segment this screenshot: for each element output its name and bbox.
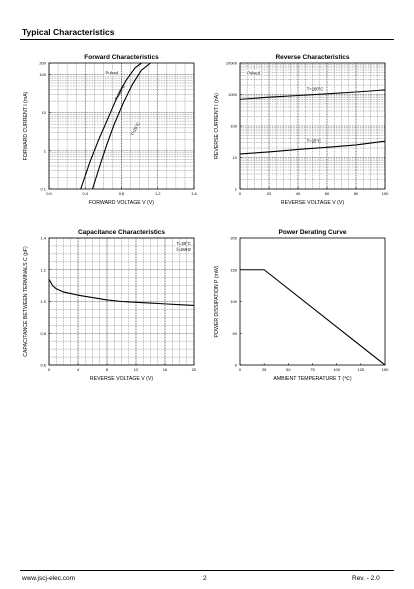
derating-xtick-label: 50 [286, 367, 291, 372]
reverse-ytick-label: 10000 [226, 61, 238, 66]
forward-xtick-label: 1.2 [155, 191, 161, 196]
forward-xlabel: FORWARD VOLTAGE V (V) [89, 200, 154, 206]
reverse-xtick-label: 80 [354, 191, 359, 196]
capacitance-ytick-label: 1.4 [40, 236, 46, 241]
footer-website[interactable]: www.jscj-elec.com [22, 575, 76, 582]
derating-ytick-label: 100 [230, 299, 237, 304]
reverse-ytick-label: 1000 [228, 92, 238, 97]
derating-xlabel: AMBIENT TEMPERATURE T (℃) [273, 376, 352, 382]
reverse-series-label-2: T=25°C [307, 138, 321, 143]
reverse-ytick-label: 1 [235, 187, 238, 192]
reverse-series-line-2 [239, 140, 386, 155]
derating-ytick-label: 200 [230, 236, 237, 241]
forward-xtick-label: 0.0 [46, 191, 52, 196]
capacitance-ytick-label: 1.2 [40, 267, 46, 272]
capacitance-ytick-label: 1.0 [40, 299, 46, 304]
derating-xtick-label: 25 [262, 367, 267, 372]
capacitance-xtick-label: 0 [48, 367, 51, 372]
derating-xtick-label: 75 [310, 367, 315, 372]
reverse-pulsed-note: Pulsed [247, 70, 260, 75]
derating-ytick-label: 50 [233, 331, 238, 336]
footer-divider [20, 570, 394, 571]
footer-revision: Rev. - 2.0 [352, 575, 380, 582]
capacitance-xtick-label: 16 [163, 367, 168, 372]
derating-xtick-label: 125 [357, 367, 364, 372]
capacitance-xlabel: REVERSE VOLTAGE V (V) [90, 376, 153, 382]
reverse-xtick-label: 40 [296, 191, 301, 196]
capacitance-series-line-1 [48, 278, 195, 307]
forward-pulsed-note: Pulsed [106, 70, 119, 75]
capacitance-xtick-label: 4 [77, 367, 80, 372]
capacitance-xtick-label: 20 [192, 367, 197, 372]
forward-ytick-label: 200 [39, 61, 46, 66]
derating-plot-frame [239, 237, 386, 366]
reverse-series-line-1 [239, 89, 386, 100]
reverse-xtick-label: 60 [325, 191, 330, 196]
forward-ylabel: FORWARD CURRENT I (mA) [23, 91, 29, 160]
forward-series-line-2 [91, 62, 151, 190]
forward-ytick-label: 100 [39, 72, 46, 77]
forward-ytick-label: 0.1 [40, 187, 46, 192]
reverse-xtick-label: 20 [267, 191, 272, 196]
derating-series-line-1 [240, 269, 386, 366]
capacitance-xtick-label: 12 [134, 367, 139, 372]
forward-xtick-label: 1.6 [191, 191, 197, 196]
capacitance-annotation-2: f=1MHz [176, 247, 191, 252]
reverse-ytick-label: 10 [233, 155, 238, 160]
header-divider [20, 39, 394, 40]
footer-page-number: 2 [203, 575, 207, 582]
forward-ytick-label: 10 [42, 110, 47, 115]
capacitance-ylabel: CAPACITANCE BETWEEN TERMINALS C (pF) [23, 246, 29, 357]
derating-ylabel: POWER DISSIPATION P (mW) [214, 265, 220, 337]
reverse-xtick-label: 100 [382, 191, 389, 196]
forward-series-label-1: T=100°C [114, 84, 126, 101]
derating-title: Power Derating Curve [279, 229, 347, 236]
reverse-xlabel: REVERSE VOLTAGE V (V) [281, 200, 344, 206]
capacitance-xtick-label: 8 [106, 367, 109, 372]
capacitance-ytick-label: 0.8 [40, 331, 46, 336]
forward-xtick-label: 0.8 [119, 191, 125, 196]
derating-ytick-label: 0 [235, 363, 238, 368]
reverse-ytick-label: 100 [230, 124, 237, 129]
reverse-ylabel: REVERSE CURRENT I (nA) [214, 93, 220, 159]
derating-xtick-label: 100 [333, 367, 340, 372]
forward-note-bg [104, 69, 120, 76]
forward-ytick-label: 1 [44, 148, 47, 153]
reverse-note-bg [246, 69, 262, 76]
derating-ytick-label: 150 [230, 267, 237, 272]
forward-series-label-2: T=25°C [130, 122, 141, 137]
forward-title: Forward Characteristics [84, 54, 159, 61]
reverse-series-label-1: T=100°C [307, 87, 324, 92]
capacitance-title: Capacitance Characteristics [78, 229, 165, 236]
capacitance-ytick-label: 0.6 [40, 363, 46, 368]
section-title: Typical Characteristics [22, 27, 115, 37]
derating-xtick-label: 0 [239, 367, 242, 372]
derating-xtick-label: 150 [382, 367, 389, 372]
forward-xtick-label: 0.4 [82, 191, 88, 196]
reverse-xtick-label: 0 [239, 191, 242, 196]
reverse-title: Reverse Characteristics [275, 54, 349, 61]
capacitance-annotation-1: T=25°C [177, 241, 191, 246]
forward-series-line-1 [80, 62, 142, 190]
